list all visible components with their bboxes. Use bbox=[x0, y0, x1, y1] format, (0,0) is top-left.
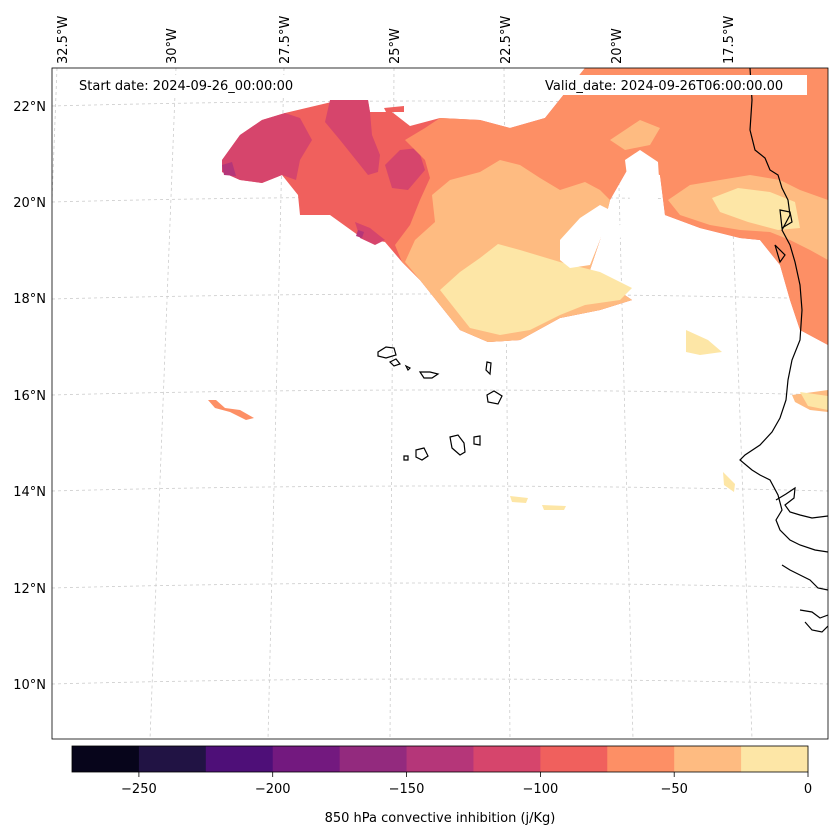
parallel-18n bbox=[52, 293, 828, 300]
cb-tick-label-minus250: −250 bbox=[121, 782, 157, 797]
lat-label-14n: 14°N bbox=[13, 485, 46, 500]
colorbar-swatch-minus250 bbox=[138, 746, 207, 772]
contour-band-small-patch-2 bbox=[384, 106, 404, 112]
lat-label-22n: 22°N bbox=[13, 100, 46, 115]
cb-tick-label-minus100: −100 bbox=[523, 782, 559, 797]
masked-gap bbox=[560, 150, 660, 268]
map-frame bbox=[51, 67, 829, 740]
africa-coastline bbox=[739, 68, 828, 553]
cin-filled-contours bbox=[208, 68, 828, 510]
start-date-box bbox=[68, 75, 313, 95]
parallel-22n bbox=[52, 100, 828, 107]
parallel-14n bbox=[52, 485, 828, 492]
colorbar-swatch-minus100 bbox=[540, 746, 608, 772]
colorbar-swatch-minus200 bbox=[272, 746, 341, 772]
lon-label-30w: 30°W bbox=[165, 28, 180, 64]
colorbar-ticks bbox=[138, 772, 809, 777]
island-maio bbox=[473, 435, 481, 446]
latitude-labels: 22°N 20°N 18°N 16°N 14°N 12°N 10°N bbox=[13, 100, 46, 693]
contour-band-minus25-0 bbox=[440, 188, 828, 510]
island-sal bbox=[485, 361, 492, 376]
cb-tick-label-minus200: −200 bbox=[255, 782, 291, 797]
parallel-20n bbox=[52, 196, 828, 203]
colorbar-swatch-minus125 bbox=[473, 746, 541, 772]
contour-band-small-patch bbox=[208, 400, 254, 420]
colorbar-swatch-minus275 bbox=[72, 746, 140, 772]
lat-label-18n: 18°N bbox=[13, 292, 46, 307]
meridian-17-5w bbox=[726, 68, 753, 739]
colorbar-frame bbox=[71, 745, 809, 773]
lon-label-17-5w: 17.5°W bbox=[722, 16, 737, 64]
gambia-coast bbox=[775, 486, 828, 519]
valid-date-box bbox=[540, 75, 807, 95]
lat-label-16n: 16°N bbox=[13, 389, 46, 404]
island-fogo bbox=[415, 447, 429, 461]
parallel-10n bbox=[52, 678, 828, 685]
graticule bbox=[52, 68, 828, 739]
valid-date-label: Valid_date: 2024-09-26T06:00:00.00 bbox=[545, 79, 783, 94]
lat-label-12n: 12°N bbox=[13, 582, 46, 597]
island-sao-vicente bbox=[388, 358, 402, 367]
colorbar-swatches bbox=[72, 746, 809, 772]
island-boa-vista bbox=[486, 390, 503, 405]
map-panel: Start date: 2024-09-26_00:00:00 Valid_da… bbox=[51, 67, 829, 740]
cb-tick-label-0: 0 bbox=[804, 782, 812, 797]
contour-band-minus125-minus100 bbox=[222, 100, 425, 245]
guinea-bissau-coast bbox=[781, 564, 828, 633]
island-santiago bbox=[449, 434, 466, 456]
lon-label-27-5w: 27.5°W bbox=[278, 16, 293, 64]
colorbar-swatch-minus75 bbox=[607, 746, 675, 772]
colorbar-label: 850 hPa convective inhibition (j/Kg) bbox=[325, 811, 556, 826]
lon-label-32-5w: 32.5°W bbox=[56, 16, 71, 64]
contour-band-minus50-minus25 bbox=[405, 120, 828, 412]
parallel-16n bbox=[52, 389, 828, 396]
masked-gap-2 bbox=[300, 232, 310, 240]
meridian-20w bbox=[615, 68, 634, 739]
island-sao-nicolau bbox=[418, 371, 440, 379]
meridian-27-5w bbox=[267, 68, 285, 739]
lon-label-20w: 20°W bbox=[610, 28, 625, 64]
colorbar-swatch-minus150 bbox=[406, 746, 474, 772]
colorbar: −250 −200 −150 −100 −50 0 850 hPa convec… bbox=[71, 745, 812, 826]
coastlines bbox=[377, 68, 828, 633]
meridian-25w bbox=[389, 68, 395, 739]
lon-label-22-5w: 22.5°W bbox=[499, 16, 514, 64]
colorbar-swatch-minus225 bbox=[205, 746, 274, 772]
lat-label-10n: 10°N bbox=[13, 678, 46, 693]
parallel-12n bbox=[52, 582, 828, 589]
meridian-30w bbox=[149, 68, 177, 739]
lon-label-25w: 25°W bbox=[388, 28, 403, 64]
colorbar-swatch-minus25 bbox=[741, 746, 809, 772]
cb-tick-label-minus50: −50 bbox=[660, 782, 687, 797]
colorbar-swatch-minus175 bbox=[339, 746, 408, 772]
meridian-32-5w bbox=[52, 68, 58, 201]
meridian-22-5w bbox=[503, 68, 511, 739]
island-santo-antao bbox=[377, 346, 397, 359]
start-date-label: Start date: 2024-09-26_00:00:00 bbox=[79, 79, 293, 94]
colorbar-swatch-minus50 bbox=[674, 746, 742, 772]
island-santa-luzia bbox=[404, 364, 412, 372]
mauritania-bay bbox=[774, 209, 793, 264]
island-brava bbox=[403, 455, 409, 461]
cb-tick-label-minus150: −150 bbox=[389, 782, 425, 797]
longitude-labels: 32.5°W 30°W 27.5°W 25°W 22.5°W 20°W 17.5… bbox=[56, 16, 737, 64]
lat-label-20n: 20°N bbox=[13, 196, 46, 211]
